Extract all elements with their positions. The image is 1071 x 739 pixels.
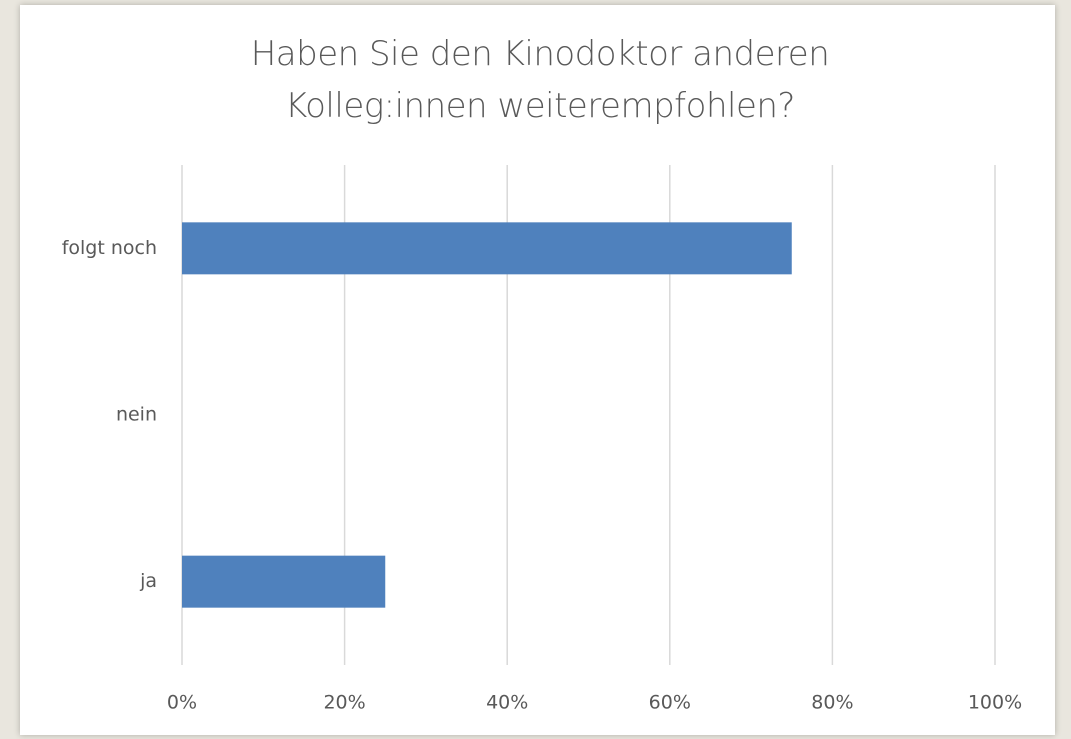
x-tick-label: 40% <box>486 692 528 714</box>
y-tick-label: nein <box>116 404 157 426</box>
y-tick-label: ja <box>139 570 157 592</box>
bar <box>182 555 386 608</box>
y-tick-label: folgt noch <box>62 237 157 259</box>
x-tick-label: 20% <box>323 692 365 714</box>
x-tick-label: 0% <box>167 692 197 714</box>
x-tick-label: 100% <box>968 692 1022 714</box>
x-tick-label: 80% <box>811 692 853 714</box>
bar <box>182 222 792 275</box>
chart-card <box>20 5 1055 735</box>
x-tick-label: 60% <box>649 692 691 714</box>
chart-title: Haben Sie den Kinodoktor anderen Kolleg:… <box>250 34 830 126</box>
